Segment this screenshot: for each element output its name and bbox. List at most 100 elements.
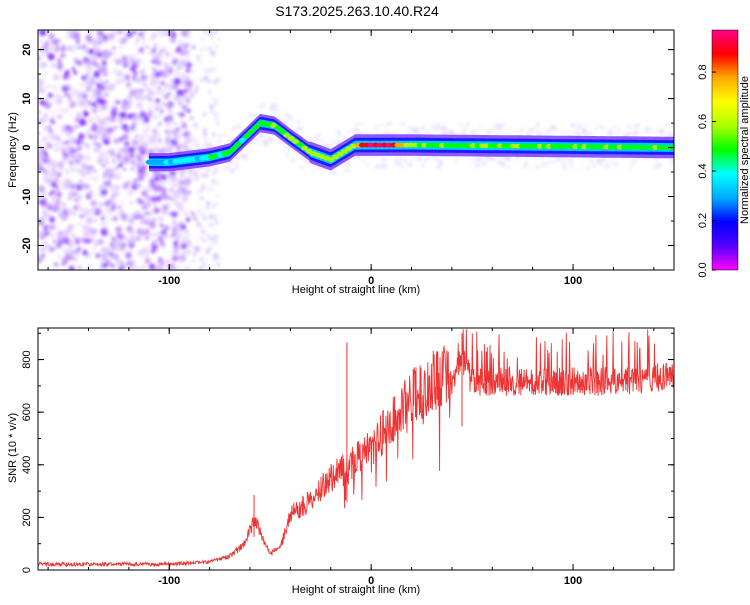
halo-speckle xyxy=(570,160,573,164)
noise-speckle xyxy=(64,152,68,156)
noise-speckle xyxy=(186,194,190,198)
halo-speckle xyxy=(530,165,533,168)
noise-speckle xyxy=(120,243,126,248)
halo-speckle xyxy=(344,168,349,173)
noise-speckle xyxy=(202,216,207,220)
noise-speckle xyxy=(77,246,82,251)
noise-speckle xyxy=(136,77,143,84)
noise-speckle xyxy=(173,69,180,77)
noise-speckle xyxy=(136,155,142,161)
halo-speckle xyxy=(492,129,496,133)
halo-speckle xyxy=(177,137,181,141)
spectrogram-frame xyxy=(37,29,675,271)
noise-speckle xyxy=(38,142,41,148)
ridge-cell xyxy=(327,157,335,163)
snr-background xyxy=(38,328,674,570)
noise-speckle xyxy=(94,176,99,181)
halo-speckle xyxy=(165,140,170,144)
halo-speckle xyxy=(258,142,262,146)
noise-speckle xyxy=(138,214,145,221)
noise-speckle xyxy=(158,257,162,261)
noise-speckle xyxy=(130,182,135,187)
noise-speckle xyxy=(38,230,43,237)
noise-speckle xyxy=(106,211,111,216)
noise-speckle xyxy=(156,90,161,96)
halo-speckle xyxy=(238,153,242,158)
noise-speckle xyxy=(124,159,129,164)
noise-speckle xyxy=(132,114,139,121)
x-tick-label: 100 xyxy=(564,275,582,287)
halo-speckle xyxy=(235,161,239,164)
halo-speckle xyxy=(424,157,428,161)
noise-speckle xyxy=(173,219,176,223)
noise-speckle xyxy=(47,92,53,98)
noise-speckle xyxy=(178,265,182,269)
noise-speckle xyxy=(178,242,183,247)
halo-speckle xyxy=(403,155,407,158)
halo-speckle xyxy=(224,133,228,137)
noise-speckle xyxy=(181,73,186,78)
halo-speckle xyxy=(667,132,673,137)
halo-speckle xyxy=(183,136,188,141)
noise-speckle xyxy=(179,33,183,36)
noise-speckle xyxy=(38,193,41,196)
noise-speckle xyxy=(101,212,107,218)
noise-speckle xyxy=(119,111,127,119)
noise-speckle xyxy=(146,45,149,49)
noise-speckle xyxy=(44,157,52,165)
noise-speckle xyxy=(125,80,132,87)
noise-speckle xyxy=(169,210,176,217)
noise-speckle xyxy=(178,40,183,46)
noise-speckle xyxy=(158,33,162,36)
halo-speckle xyxy=(201,144,206,149)
halo-speckle xyxy=(215,140,218,143)
halo-speckle xyxy=(475,128,480,133)
noise-speckle xyxy=(106,130,110,133)
y-tick-label: 0 xyxy=(21,567,33,573)
noise-speckle xyxy=(44,96,49,100)
noise-speckle xyxy=(59,107,64,113)
noise-speckle xyxy=(70,244,74,248)
halo-speckle xyxy=(633,159,636,162)
noise-speckle xyxy=(209,34,213,38)
halo-speckle xyxy=(649,127,653,131)
noise-speckle xyxy=(40,235,44,240)
halo-speckle xyxy=(285,152,290,157)
halo-speckle xyxy=(500,123,504,127)
halo-speckle xyxy=(575,129,578,132)
noise-speckle xyxy=(41,220,46,225)
noise-speckle xyxy=(174,234,181,241)
noise-speckle xyxy=(214,117,218,122)
noise-speckle xyxy=(100,188,108,196)
halo-speckle xyxy=(414,131,419,136)
noise-speckle xyxy=(90,190,93,193)
noise-speckle xyxy=(101,249,104,252)
halo-speckle xyxy=(580,167,583,170)
halo-speckle xyxy=(300,127,304,131)
noise-speckle xyxy=(203,76,207,80)
noise-speckle xyxy=(60,45,67,52)
noise-speckle xyxy=(77,60,83,66)
noise-speckle xyxy=(90,165,93,169)
halo-speckle xyxy=(598,157,603,163)
noise-speckle xyxy=(159,223,164,228)
noise-speckle xyxy=(109,216,116,222)
noise-speckle xyxy=(173,122,177,125)
noise-speckle xyxy=(73,32,80,39)
halo-speckle xyxy=(153,178,157,182)
y-tick-label: 400 xyxy=(21,456,33,474)
noise-speckle xyxy=(121,38,127,45)
noise-speckle xyxy=(200,48,203,52)
noise-speckle xyxy=(125,213,129,217)
noise-speckle xyxy=(103,175,110,182)
noise-speckle xyxy=(88,238,94,244)
halo-speckle xyxy=(180,173,185,178)
noise-speckle xyxy=(148,212,152,215)
noise-speckle xyxy=(48,38,52,42)
noise-speckle xyxy=(114,125,118,130)
noise-speckle xyxy=(78,133,85,140)
noise-speckle xyxy=(184,177,192,185)
colorbar-tick-label: 0.8 xyxy=(697,64,709,79)
noise-speckle xyxy=(170,253,174,257)
